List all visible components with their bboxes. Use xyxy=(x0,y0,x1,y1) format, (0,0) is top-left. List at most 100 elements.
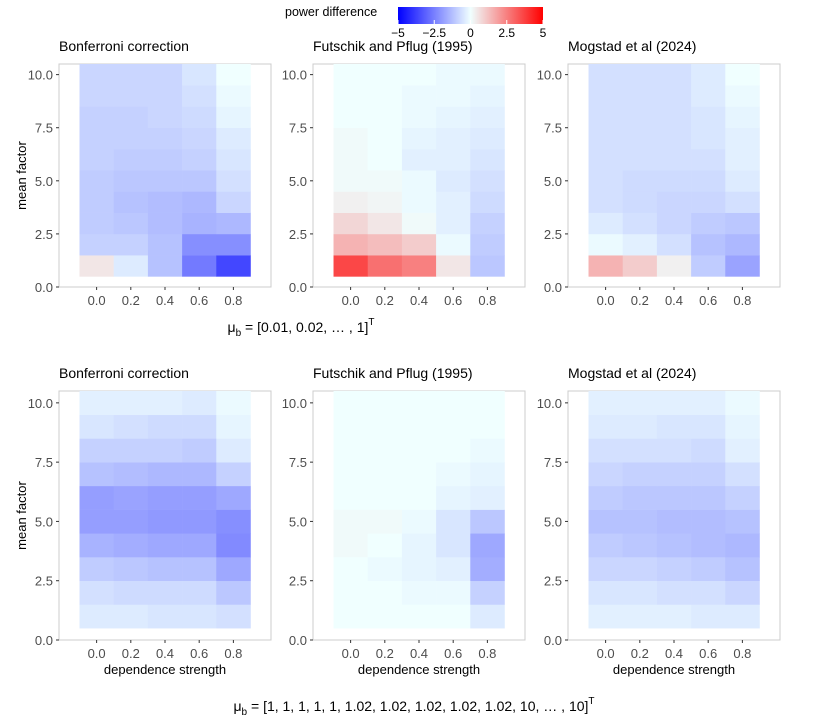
heatmap-cell xyxy=(656,64,692,86)
y-tick-label: 2.5 xyxy=(35,574,53,589)
heatmap-cell xyxy=(656,85,692,107)
legend-tick-label: 5 xyxy=(540,26,547,40)
heatmap-panel-3: Mogstad et al (2024) 0.0 2.5 5.0 7.5 10.0 0.0 0… xyxy=(537,38,781,308)
heatmap-cell xyxy=(470,438,505,463)
heatmap-cell xyxy=(147,557,183,582)
heatmap-cell xyxy=(333,414,369,439)
heatmap-cell xyxy=(622,64,658,86)
heatmap-cell xyxy=(656,509,692,534)
heatmap-cell xyxy=(113,533,149,558)
x-tick-label: 0.8 xyxy=(733,293,751,308)
heatmap-cell xyxy=(401,485,437,510)
heatmap-cell xyxy=(113,233,149,256)
heatmap-cell xyxy=(79,414,115,439)
heatmap-cell xyxy=(216,604,251,629)
x-tick-label: 0.0 xyxy=(342,646,360,661)
heatmap-cell xyxy=(691,85,726,107)
heatmap-cell xyxy=(725,580,760,605)
y-tick-label: 2.5 xyxy=(544,574,562,589)
heatmap-cell xyxy=(401,85,437,107)
heatmap-cell xyxy=(401,509,437,534)
heatmap-cell xyxy=(367,255,403,277)
heatmap-cell xyxy=(333,127,369,150)
heatmap-cell xyxy=(725,148,760,171)
y-tick-label: 5.0 xyxy=(289,514,307,529)
heatmap-cell xyxy=(691,414,726,439)
heatmap-cell xyxy=(147,170,183,192)
heatmap-cell xyxy=(79,509,115,534)
heatmap-cell xyxy=(656,533,692,558)
heatmap-cell xyxy=(725,391,760,416)
heatmap-cell xyxy=(470,233,505,256)
heatmap-cell xyxy=(691,557,726,582)
y-tick-label: 5.0 xyxy=(544,174,562,189)
heatmap-cell xyxy=(182,127,217,150)
heatmap-cell xyxy=(588,462,624,487)
heatmap-cell xyxy=(333,557,369,582)
panel-title: Futschik and Pflug (1995) xyxy=(313,38,473,54)
heatmap-cell xyxy=(436,391,471,416)
heatmap-cell xyxy=(622,533,658,558)
heatmap-cell xyxy=(691,170,726,192)
heatmap-cell xyxy=(436,233,471,256)
y-tick-label: 0.0 xyxy=(289,280,307,295)
heatmap-cell xyxy=(725,170,760,192)
y-tick-label: 2.5 xyxy=(289,227,307,242)
heatmap-cell xyxy=(725,212,760,235)
heatmap-cell xyxy=(182,170,217,192)
x-tick-label: 0.0 xyxy=(597,646,615,661)
y-tick-label: 7.5 xyxy=(289,455,307,470)
heatmap-cell xyxy=(216,212,251,235)
heatmap-cell xyxy=(333,85,369,107)
heatmap-cell xyxy=(216,64,251,86)
heatmap-cell xyxy=(691,233,726,256)
panel-title: Mogstad et al (2024) xyxy=(568,365,696,381)
heatmap-cell xyxy=(113,509,149,534)
heatmap-cell xyxy=(401,64,437,86)
heatmap-cell xyxy=(333,106,369,129)
heatmap-cell xyxy=(691,127,726,150)
heatmap-cell xyxy=(113,462,149,487)
heatmap-cell xyxy=(216,557,251,582)
y-tick-label: 7.5 xyxy=(544,121,562,136)
heatmap-panel-2: Futschik and Pflug (1995) 0.0 2.5 5.0 7.5 10.… xyxy=(282,38,526,308)
heatmap-cell xyxy=(436,64,471,86)
heatmap-cell xyxy=(333,462,369,487)
heatmap-cell xyxy=(470,509,505,534)
y-axis-title: mean factor xyxy=(14,481,29,550)
heatmap-cell xyxy=(182,106,217,129)
heatmap-cell xyxy=(333,509,369,534)
heatmap-cell xyxy=(147,485,183,510)
heatmap-cell xyxy=(470,462,505,487)
heatmap-cell xyxy=(622,580,658,605)
heatmap-cell xyxy=(436,85,471,107)
heatmap-cell xyxy=(216,391,251,416)
heatmap-cell xyxy=(401,148,437,171)
heatmap-cell xyxy=(588,604,624,629)
legend-ticks: −5 −2.5 0 2.5 5 xyxy=(391,20,547,40)
y-tick-label: 0.0 xyxy=(289,633,307,648)
x-tick-label: 0.6 xyxy=(190,293,208,308)
heatmap-cell xyxy=(622,509,658,534)
heatmap-cell xyxy=(436,255,471,277)
panel-title: Bonferroni correction xyxy=(59,365,189,381)
heatmap-cell xyxy=(216,580,251,605)
heatmap-cell xyxy=(656,580,692,605)
heatmap-cell xyxy=(725,533,760,558)
y-tick-label: 10.0 xyxy=(28,396,53,411)
heatmap-cell xyxy=(367,533,403,558)
heatmap-cell xyxy=(622,438,658,463)
heatmap-cell xyxy=(79,391,115,416)
heatmap-cell xyxy=(691,604,726,629)
heatmap-cell xyxy=(691,191,726,213)
heatmap-cell xyxy=(725,255,760,277)
heatmap-cell xyxy=(588,212,624,235)
y-tick-label: 2.5 xyxy=(544,227,562,242)
heatmap-cell xyxy=(470,170,505,192)
heatmap-cell xyxy=(725,438,760,463)
heatmap-cell xyxy=(216,191,251,213)
heatmap-cell xyxy=(588,557,624,582)
x-tick-label: 0.6 xyxy=(699,293,717,308)
heatmap-cell xyxy=(401,604,437,629)
